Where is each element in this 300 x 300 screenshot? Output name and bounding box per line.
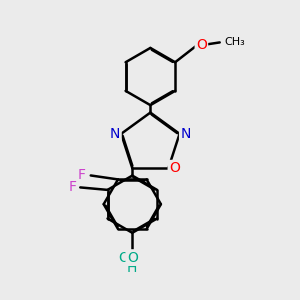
Text: F: F bbox=[78, 169, 86, 182]
Text: O: O bbox=[118, 250, 129, 265]
Text: O: O bbox=[196, 38, 207, 52]
Text: N: N bbox=[110, 127, 120, 141]
Text: O: O bbox=[169, 161, 180, 175]
Text: H: H bbox=[127, 258, 137, 272]
Text: O: O bbox=[127, 250, 138, 265]
Text: CH₃: CH₃ bbox=[225, 38, 245, 47]
Text: H: H bbox=[127, 262, 137, 275]
Text: N: N bbox=[180, 127, 191, 141]
Text: F: F bbox=[69, 180, 77, 194]
